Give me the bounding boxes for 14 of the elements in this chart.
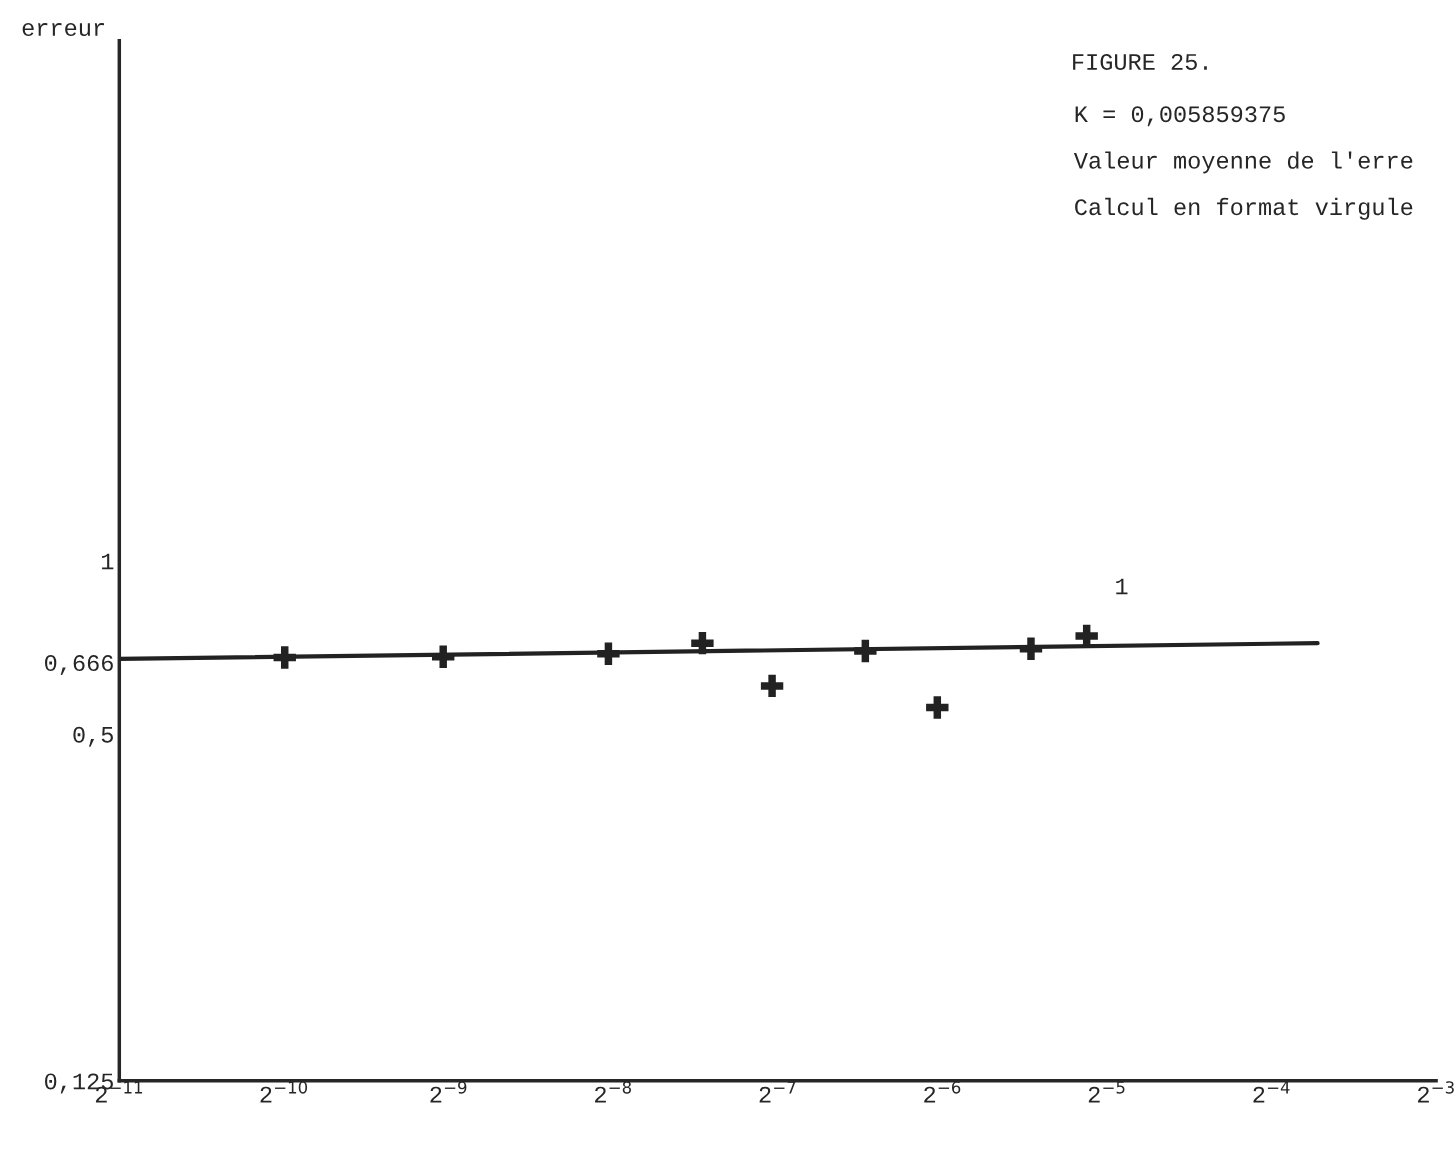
y-tick-label: 1 xyxy=(101,553,114,570)
x-tick-label: 2$^{−3}$ xyxy=(1418,1081,1454,1103)
annotation: Calcul en format virgule xyxy=(1075,197,1413,220)
y-tick-label: 0,666 xyxy=(45,655,113,676)
annotation: K = 0,005859375 xyxy=(1075,106,1285,127)
y-axis-title: erreur xyxy=(22,23,105,36)
annotation: 1 xyxy=(1116,578,1128,595)
x-tick-label: 2$^{−9}$ xyxy=(430,1081,467,1103)
x-tick-label: 2$^{−10}$ xyxy=(260,1081,308,1103)
annotation: Valeur moyenne de l'erre xyxy=(1073,151,1413,174)
x-tick-label: 2$^{−8}$ xyxy=(595,1081,632,1103)
y-tick-label: 0,5 xyxy=(73,726,113,747)
x-tick-label: 2$^{−4}$ xyxy=(1253,1081,1290,1103)
chart-title: FIGURE 25. xyxy=(1073,53,1207,70)
